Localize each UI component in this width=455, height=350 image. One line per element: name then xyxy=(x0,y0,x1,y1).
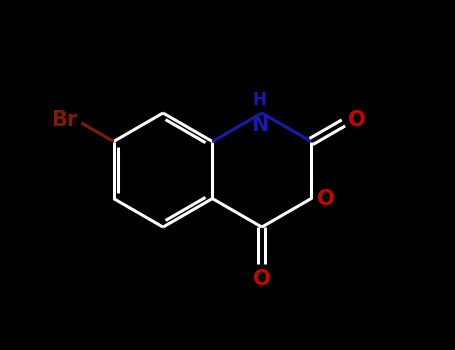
Text: O: O xyxy=(317,189,335,209)
Text: N: N xyxy=(251,116,268,135)
Text: Br: Br xyxy=(51,111,77,131)
Text: H: H xyxy=(253,91,266,109)
Text: O: O xyxy=(253,269,271,289)
Text: O: O xyxy=(349,111,366,131)
